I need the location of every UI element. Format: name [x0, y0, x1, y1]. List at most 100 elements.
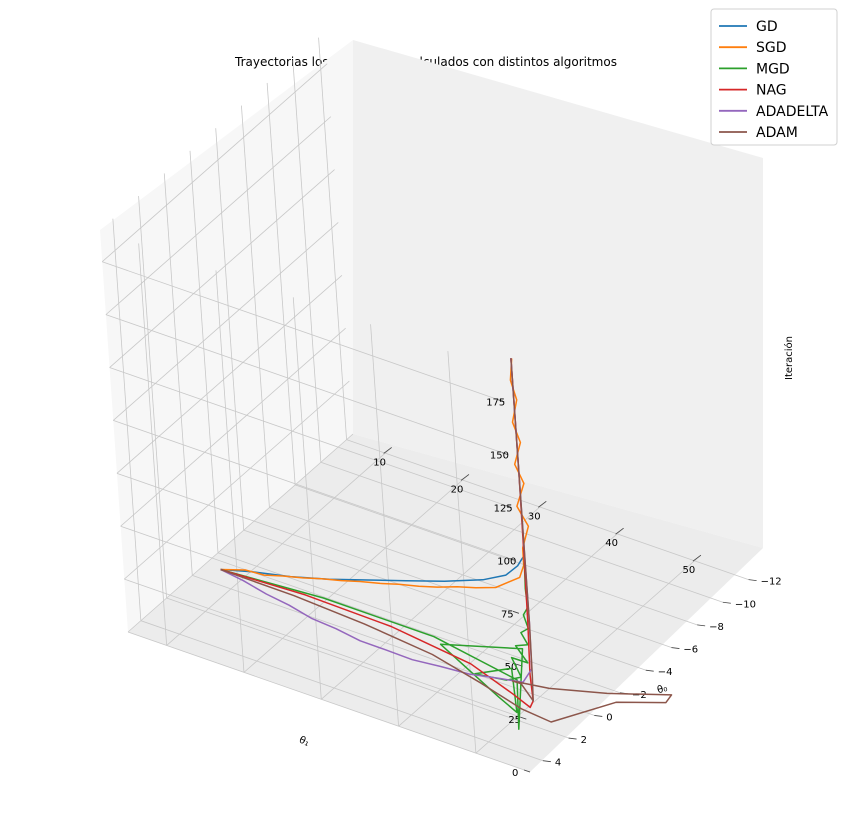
x-gridline-floor [166, 447, 392, 646]
legend-entry-gd: GD [756, 19, 778, 35]
x-gridline-back [292, 297, 322, 700]
y-gridline-side [292, 60, 322, 463]
legend: GD SGD MGD NAG ADADELTA ADAM [710, 8, 838, 146]
z-tick-mark [498, 399, 505, 403]
y-tick-mark [697, 624, 706, 627]
z-gridline-back [109, 367, 512, 508]
z-tick-label: 150 [490, 451, 509, 462]
y-gridline-floor [166, 597, 569, 739]
x-gridline-floor [243, 474, 470, 673]
legend-entry-nag: NAG [756, 83, 787, 99]
x-tick-mark [692, 554, 702, 562]
y-gridline-side [215, 128, 245, 531]
y-gridline-floor [140, 620, 543, 762]
y-tick-label: −2 [632, 690, 647, 701]
z-tick-label: 25 [508, 715, 521, 726]
z-tick-label: 175 [486, 398, 505, 409]
z-gridline-back [124, 578, 527, 720]
y-tick-mark [722, 601, 731, 604]
x-tick-label: 50 [683, 565, 696, 576]
x-tick-label: 30 [528, 511, 541, 522]
y-tick-mark [568, 737, 577, 740]
legend-entry-mgd: MGD [756, 61, 790, 77]
y-tick-mark [645, 669, 654, 672]
y-gridline-side [318, 37, 347, 440]
series-lines [220, 358, 673, 730]
y-gridline-side [138, 196, 167, 599]
z-gridline-side [124, 380, 350, 580]
z-tick-mark [512, 610, 520, 614]
z-gridline-back [120, 525, 523, 667]
y-gridline-floor [295, 484, 698, 626]
z-gridline-side [105, 116, 332, 315]
legend-entry-adadelta: ADADELTA [756, 104, 829, 120]
z-gridline-side [120, 327, 346, 527]
z-gridline-side [127, 433, 354, 633]
z-gridline-back [127, 631, 531, 773]
z-gridline-back [105, 314, 509, 456]
x-tick-label: 40 [605, 538, 618, 549]
y-tick-label: −4 [658, 667, 673, 678]
x-gridline-back [138, 243, 168, 646]
x-tick-label: 20 [451, 484, 464, 495]
x-tick-label: 10 [373, 457, 386, 468]
y-tick-mark [748, 579, 757, 582]
z-gridline-side [101, 63, 328, 263]
x-tick-mark [615, 527, 624, 535]
z-tick-label: 100 [497, 556, 516, 567]
x-gridline-floor [321, 501, 547, 700]
x-tick-mark [383, 447, 392, 454]
x-gridline-floor [475, 554, 702, 754]
y-gridline-side [241, 105, 270, 508]
z-gridline-side [112, 222, 339, 421]
legend-entry-adam: ADAM [756, 125, 798, 141]
y-gridline-floor [346, 439, 749, 581]
back-pane [353, 40, 763, 548]
y-gridline-floor [269, 507, 672, 648]
z-tick-mark [520, 716, 527, 720]
y-gridline-side [163, 173, 193, 576]
axis-panes [100, 40, 763, 772]
y-tick-label: 0 [606, 712, 612, 723]
z-tick-label: 0 [512, 768, 518, 779]
y-axis-label: θ₀ [656, 683, 669, 696]
z-gridline-back [102, 261, 505, 403]
y-gridline-side [266, 82, 296, 485]
y-tick-label: −6 [683, 645, 698, 656]
z-axis-label: Iteración [783, 336, 795, 380]
left-pane [100, 40, 353, 632]
z-tick-label: 75 [501, 609, 514, 620]
z-tick-label: 125 [494, 504, 513, 515]
series-line-adam [220, 358, 673, 723]
x-axis-label: θ₁ [297, 735, 311, 749]
y-tick-label: 2 [581, 735, 587, 746]
z-gridline-back [113, 420, 516, 561]
x-tick-mark [538, 500, 547, 508]
z-tick-mark [523, 769, 531, 773]
y-tick-mark [671, 647, 680, 649]
series-line-gd [220, 556, 524, 583]
y-gridline-side [112, 218, 142, 621]
z-tick-mark [509, 558, 516, 561]
x-gridline-back [447, 351, 477, 754]
grid-lines [101, 37, 749, 773]
axis-ticks: 1020304050−12−10−8−6−4−20240255075100125… [373, 398, 781, 779]
y-tick-label: −12 [761, 577, 782, 588]
y-tick-label: −10 [735, 599, 756, 610]
z-tick-mark [505, 505, 512, 508]
y-tick-label: 4 [555, 758, 561, 769]
x-gridline-floor [398, 527, 624, 727]
y-gridline-floor [243, 529, 646, 671]
y-tick-mark [594, 715, 603, 717]
z-gridline-side [109, 169, 335, 368]
y-gridline-side [189, 150, 219, 553]
z-gridline-side [116, 275, 343, 474]
z-gridline-back [116, 472, 520, 614]
x-tick-mark [460, 474, 470, 481]
x-gridline-back [215, 270, 245, 673]
x-gridline-back [370, 324, 399, 727]
y-tick-label: −8 [709, 622, 724, 633]
legend-entry-sgd: SGD [756, 40, 787, 56]
y-tick-mark [542, 760, 551, 763]
